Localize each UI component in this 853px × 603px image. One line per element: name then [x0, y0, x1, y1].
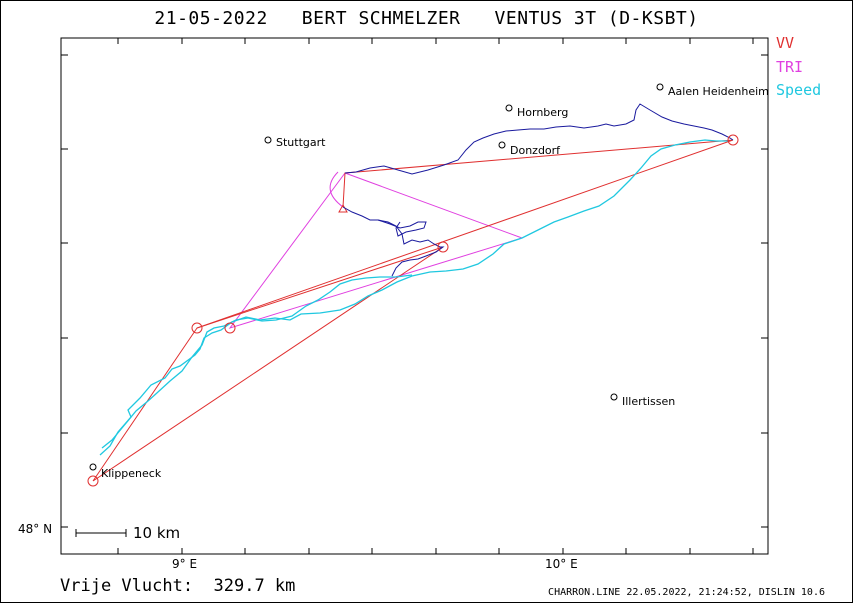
turnpoint-4 — [727, 134, 739, 146]
track-fast-north — [101, 274, 413, 449]
legend-tri: TRI — [776, 58, 804, 76]
legend-vv: VV — [776, 34, 795, 52]
place-aalen-heidenheim: Aalen Heidenheim — [668, 85, 769, 98]
map-title: 21-05-2022 BERT SCHMELZER VENTUS 3T (D-K… — [154, 8, 699, 29]
place-illertissen: Illertissen — [622, 395, 675, 408]
turnpoint-3 — [437, 241, 449, 253]
track-fast-south — [99, 139, 728, 456]
turnpoint-2 — [224, 322, 236, 334]
vv-route-east — [196, 139, 734, 329]
place-klippeneck: Klippeneck — [101, 467, 162, 480]
track-loop — [377, 219, 427, 237]
lat-ticks — [61, 54, 768, 528]
track-wander — [342, 206, 445, 277]
vv-route — [92, 246, 444, 482]
place-markers: Stuttgart Hornberg Aalen Heidenheim Donz… — [89, 83, 769, 480]
free-flight-distance: Vrije Vlucht: 329.7 km — [60, 576, 296, 596]
track-main — [344, 103, 734, 175]
turnpoint-1 — [191, 322, 203, 334]
tri-route — [228, 172, 524, 329]
lon-label-9: 9° E — [172, 557, 197, 571]
place-stuttgart: Stuttgart — [276, 136, 326, 149]
lon-label-10: 10° E — [545, 557, 578, 571]
legend-speed: Speed — [776, 81, 822, 99]
lat-label-48: 48° N — [18, 522, 52, 536]
turnpoint-start — [87, 475, 99, 487]
credit-line: CHARRON.LINE 22.05.2022, 21:24:52, DISLI… — [548, 587, 825, 598]
scale-bar-label: 10 km — [133, 524, 180, 542]
lon-ticks — [117, 38, 754, 554]
tri-sector-arc — [329, 171, 344, 208]
place-hornberg: Hornberg — [517, 106, 568, 119]
scale-bar: 10 km — [75, 524, 180, 542]
plot-area — [60, 37, 769, 555]
place-donzdorf: Donzdorf — [510, 144, 561, 157]
turnpoints — [87, 134, 739, 487]
